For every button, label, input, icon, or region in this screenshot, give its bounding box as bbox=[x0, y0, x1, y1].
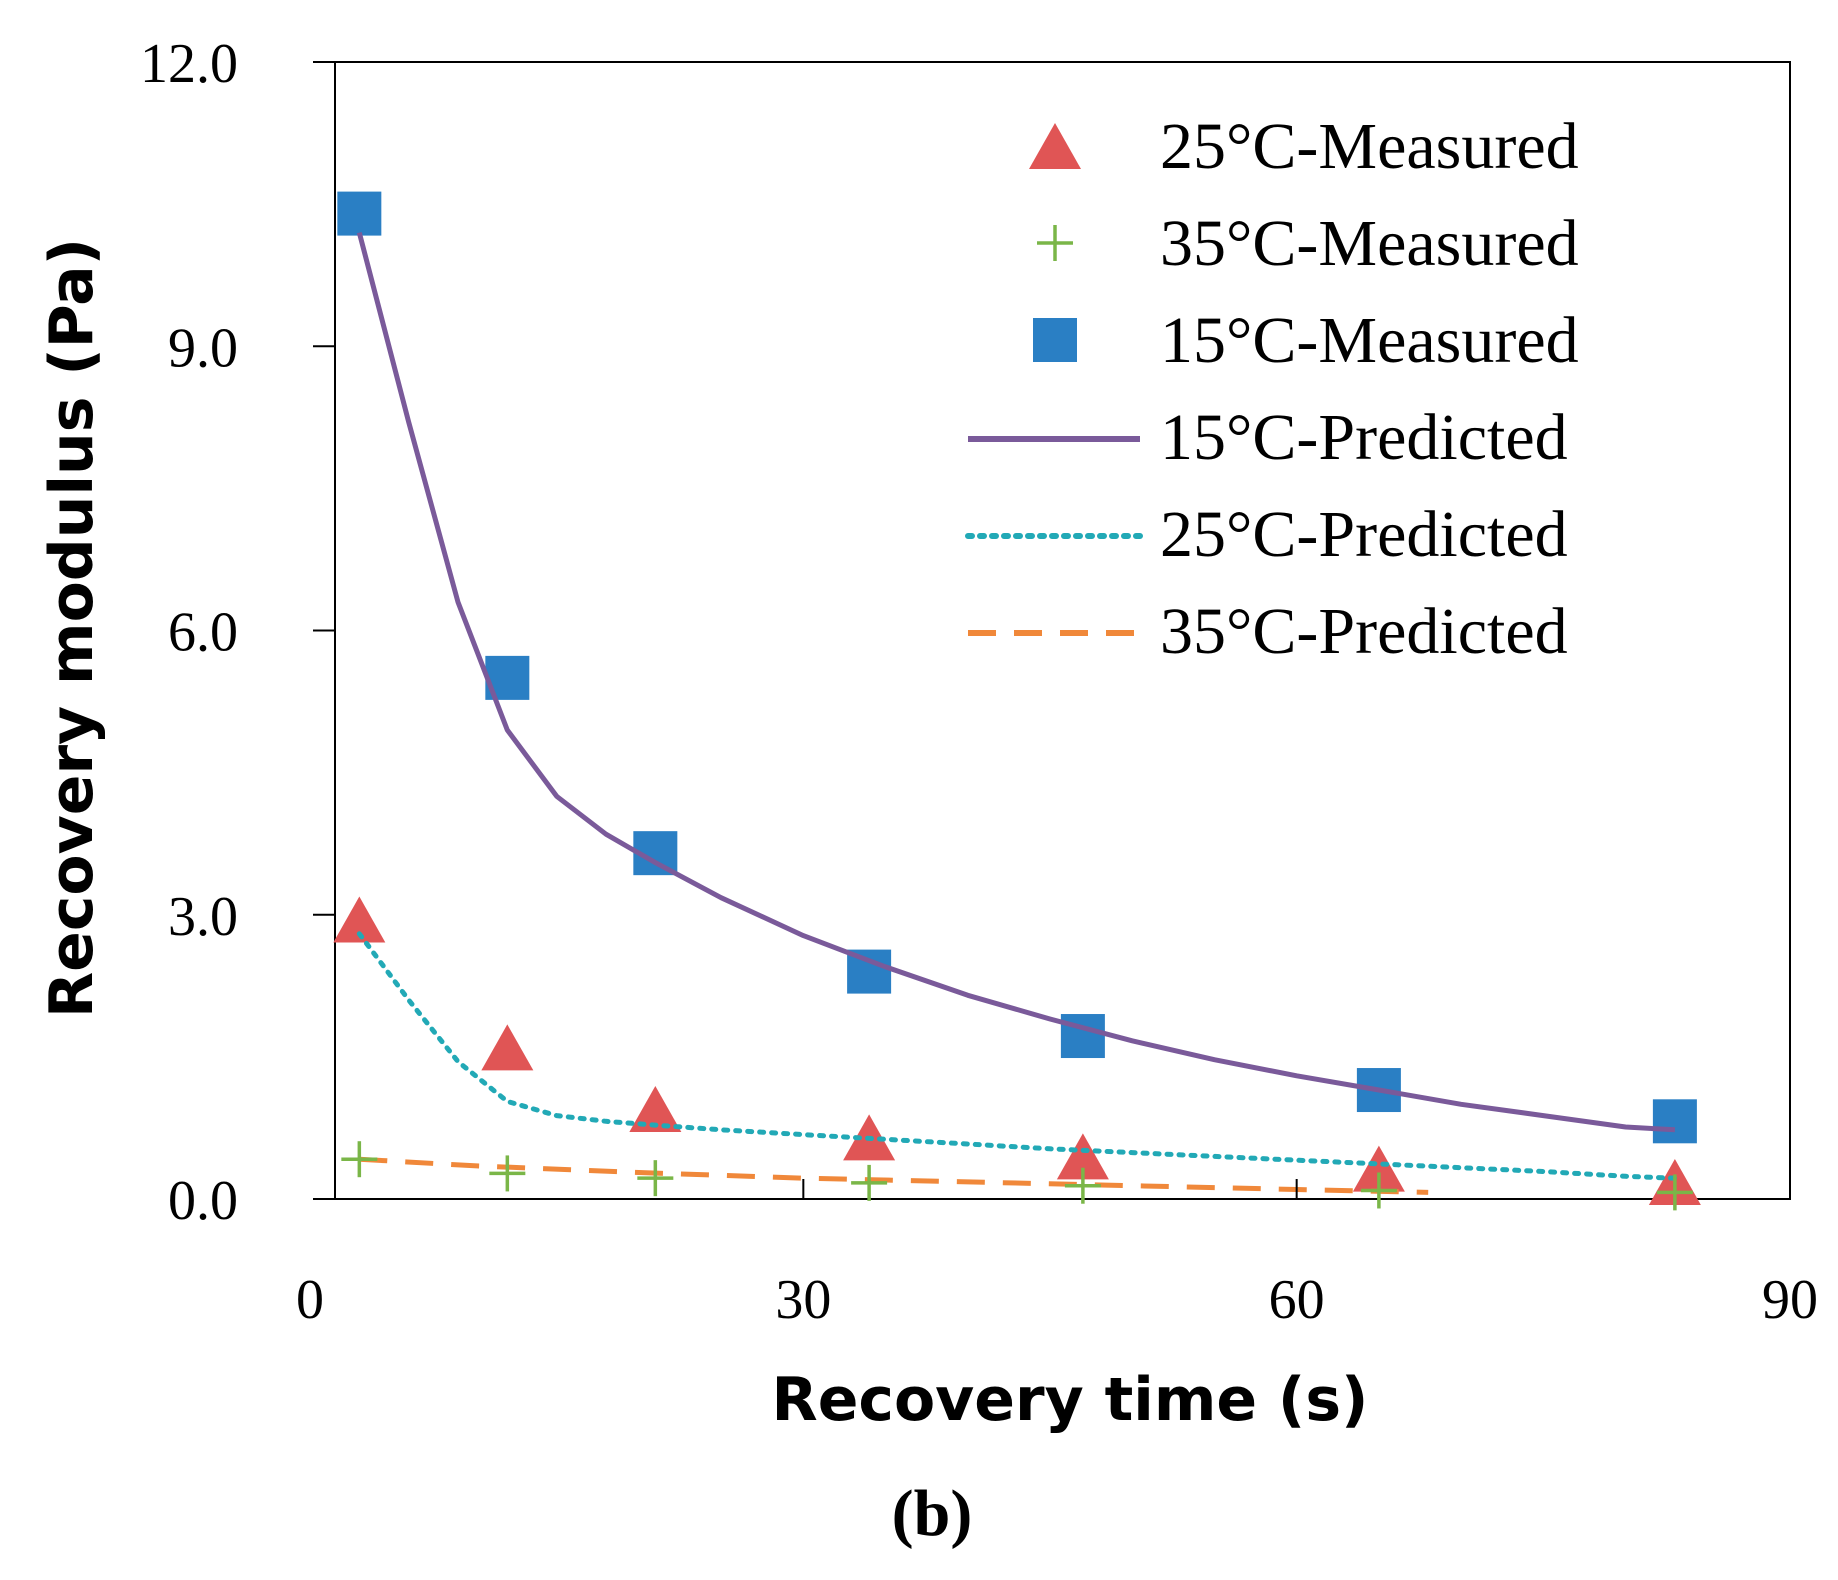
legend-item-m25: 25°C-Measured bbox=[1029, 110, 1579, 183]
legend-marker bbox=[1029, 123, 1081, 169]
predicted-line-p15 bbox=[356, 231, 1676, 1133]
data-layer bbox=[333, 191, 1701, 1211]
legend: 25°C-Measured 35°C-Measured 15°C-Measured 1… bbox=[965, 110, 1579, 668]
legend-item-p25: 25°C-Predicted bbox=[965, 498, 1568, 571]
legend-label: 15°C-Predicted bbox=[1160, 401, 1568, 474]
data-point-m35 bbox=[1360, 1172, 1397, 1209]
y-tick-label: 9.0 bbox=[168, 317, 238, 379]
y-tick-label: 0.0 bbox=[168, 1170, 238, 1232]
figure-caption: (b) bbox=[892, 1477, 973, 1550]
data-point-m15 bbox=[337, 191, 382, 236]
series-m25 bbox=[333, 896, 1701, 1205]
series-p25 bbox=[356, 931, 1678, 1181]
y-tick-label: 12.0 bbox=[140, 33, 238, 95]
series-p15 bbox=[356, 231, 1676, 1133]
y-tick-label: 6.0 bbox=[168, 602, 238, 664]
series-p35 bbox=[359, 1156, 1429, 1195]
data-point-m25 bbox=[1352, 1145, 1405, 1192]
data-point-m25 bbox=[1056, 1133, 1109, 1180]
data-point-m35 bbox=[341, 1141, 378, 1178]
series-m35 bbox=[341, 1141, 1693, 1211]
predicted-line-p25 bbox=[356, 931, 1678, 1181]
legend-item-p35: 35°C-Predicted bbox=[968, 595, 1568, 668]
legend-item-m15: 15°C-Measured bbox=[1033, 304, 1579, 377]
data-point-m25 bbox=[481, 1024, 534, 1071]
legend-marker bbox=[1033, 318, 1077, 362]
x-tick-label: 0 bbox=[296, 1269, 324, 1331]
legend-item-m35: 35°C-Measured bbox=[1037, 207, 1579, 280]
x-axis-title: Recovery time (s) bbox=[772, 1365, 1369, 1435]
data-point-m35 bbox=[1064, 1167, 1101, 1204]
data-point-m15 bbox=[1060, 1014, 1105, 1059]
predicted-line-p35 bbox=[359, 1156, 1429, 1195]
x-tick-label: 90 bbox=[1762, 1269, 1818, 1331]
x-tick-label: 60 bbox=[1269, 1269, 1325, 1331]
data-point-m35 bbox=[1656, 1174, 1693, 1211]
legend-label: 35°C-Measured bbox=[1160, 207, 1579, 280]
legend-label: 15°C-Measured bbox=[1160, 304, 1579, 377]
data-point-m25 bbox=[333, 896, 386, 943]
y-tick-label: 3.0 bbox=[168, 886, 238, 948]
legend-label: 25°C-Measured bbox=[1160, 110, 1579, 183]
data-point-m35 bbox=[637, 1160, 674, 1197]
legend-marker bbox=[1037, 225, 1073, 261]
axes-layer: 0.0 3.0 6.0 9.0 12.0 0 30 60 90 bbox=[140, 33, 1818, 1331]
legend-label: 25°C-Predicted bbox=[1160, 498, 1568, 571]
x-tick-label: 30 bbox=[775, 1269, 831, 1331]
data-point-m25 bbox=[629, 1085, 682, 1132]
data-point-m15 bbox=[1652, 1099, 1697, 1144]
y-axis-title: Recovery modulus (Pa) bbox=[37, 238, 107, 1018]
data-point-m35 bbox=[489, 1155, 526, 1192]
data-point-m35 bbox=[851, 1164, 888, 1201]
legend-label: 35°C-Predicted bbox=[1160, 595, 1568, 668]
legend-item-p15: 15°C-Predicted bbox=[968, 401, 1568, 474]
